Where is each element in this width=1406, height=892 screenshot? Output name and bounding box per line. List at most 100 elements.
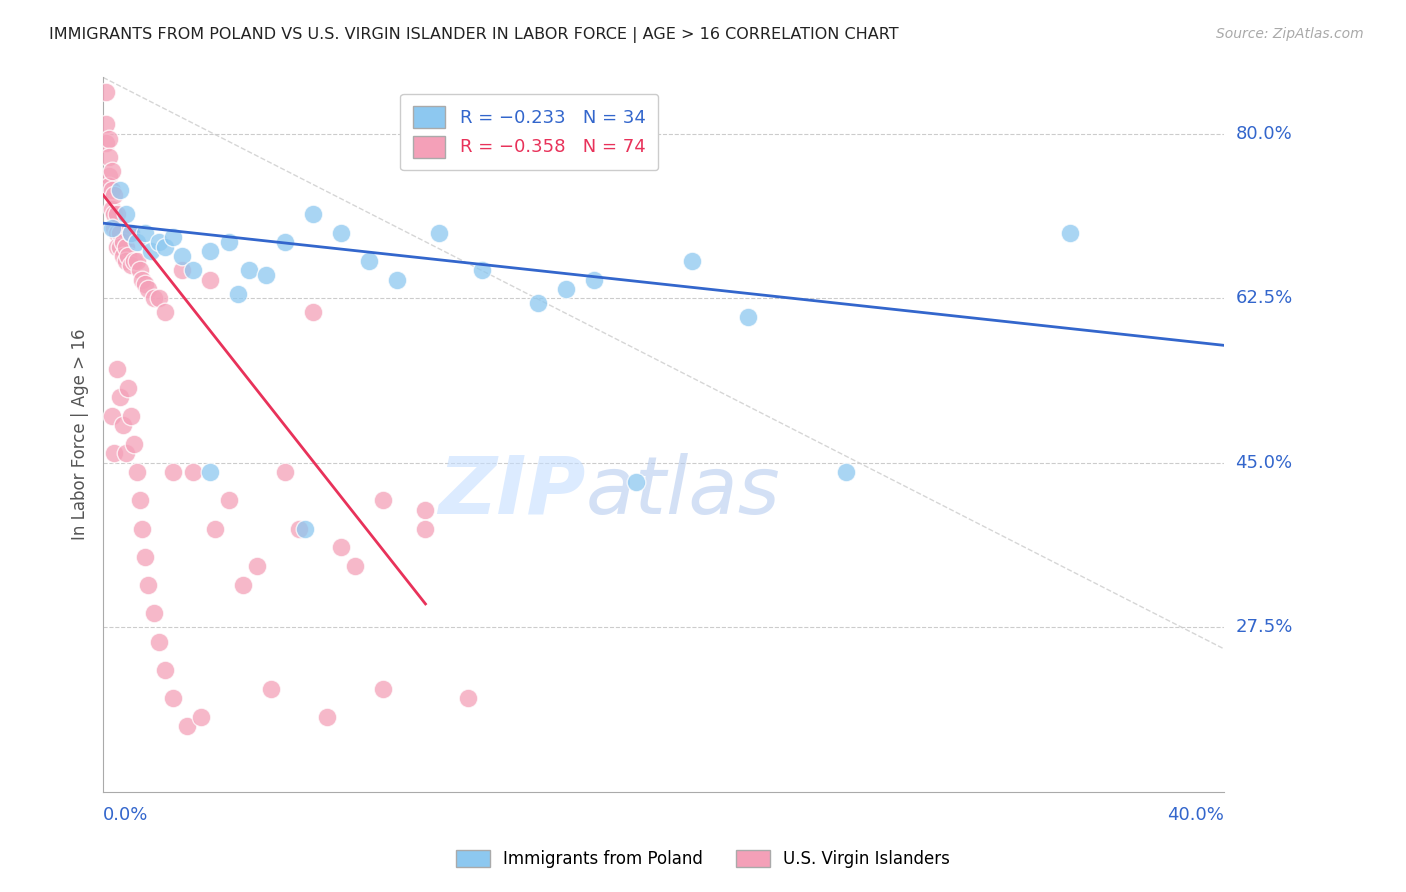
Point xyxy=(316,709,339,723)
Point xyxy=(108,226,131,240)
Point xyxy=(198,465,221,479)
Point xyxy=(457,690,479,705)
Point xyxy=(148,235,170,249)
Point xyxy=(302,305,325,319)
Point xyxy=(122,253,145,268)
Point xyxy=(170,249,193,263)
Point xyxy=(330,226,353,240)
Point xyxy=(108,240,131,254)
Text: 0.0%: 0.0% xyxy=(103,806,149,824)
Point xyxy=(94,118,117,132)
Point xyxy=(114,446,136,460)
Point xyxy=(108,183,131,197)
Point xyxy=(198,244,221,259)
Text: 27.5%: 27.5% xyxy=(1236,618,1294,636)
Point xyxy=(190,709,212,723)
Point xyxy=(117,381,139,395)
Point xyxy=(330,541,353,555)
Point xyxy=(624,475,647,489)
Point xyxy=(120,409,142,423)
Point xyxy=(344,559,367,574)
Text: atlas: atlas xyxy=(585,453,780,531)
Point xyxy=(274,235,297,249)
Point xyxy=(105,240,128,254)
Point xyxy=(387,272,409,286)
Point xyxy=(108,390,131,404)
Text: ZIP: ZIP xyxy=(437,453,585,531)
Legend: Immigrants from Poland, U.S. Virgin Islanders: Immigrants from Poland, U.S. Virgin Isla… xyxy=(450,843,956,875)
Point xyxy=(246,559,269,574)
Point xyxy=(181,263,204,277)
Point xyxy=(117,249,139,263)
Point xyxy=(359,253,381,268)
Point xyxy=(105,226,128,240)
Point xyxy=(103,446,125,460)
Point xyxy=(142,607,165,621)
Point xyxy=(238,263,260,277)
Point xyxy=(134,226,156,240)
Point xyxy=(226,286,249,301)
Point xyxy=(120,259,142,273)
Point xyxy=(134,549,156,564)
Point xyxy=(429,226,451,240)
Point xyxy=(153,663,176,677)
Point xyxy=(125,465,148,479)
Point xyxy=(111,249,134,263)
Point xyxy=(294,522,316,536)
Point xyxy=(218,235,240,249)
Point xyxy=(97,178,120,193)
Point xyxy=(128,263,150,277)
Point xyxy=(470,263,492,277)
Point xyxy=(526,296,548,310)
Point xyxy=(373,493,395,508)
Point xyxy=(105,362,128,376)
Point xyxy=(131,272,153,286)
Point xyxy=(94,136,117,151)
Point xyxy=(136,282,159,296)
Point xyxy=(97,150,120,164)
Point xyxy=(162,230,184,244)
Point xyxy=(105,207,128,221)
Text: 45.0%: 45.0% xyxy=(1236,454,1292,472)
Point xyxy=(120,226,142,240)
Y-axis label: In Labor Force | Age > 16: In Labor Force | Age > 16 xyxy=(72,329,89,541)
Point xyxy=(162,690,184,705)
Text: IMMIGRANTS FROM POLAND VS U.S. VIRGIN ISLANDER IN LABOR FORCE | AGE > 16 CORRELA: IMMIGRANTS FROM POLAND VS U.S. VIRGIN IS… xyxy=(49,27,898,43)
Point xyxy=(114,240,136,254)
Text: 62.5%: 62.5% xyxy=(1236,289,1292,308)
Point xyxy=(198,272,221,286)
Point xyxy=(737,310,759,325)
Point xyxy=(142,291,165,305)
Point xyxy=(232,578,254,592)
Point xyxy=(103,188,125,202)
Point xyxy=(139,244,162,259)
Point xyxy=(100,220,122,235)
Point xyxy=(681,253,703,268)
Point xyxy=(162,465,184,479)
Point xyxy=(94,85,117,99)
Text: 80.0%: 80.0% xyxy=(1236,125,1292,143)
Point xyxy=(111,235,134,249)
Point xyxy=(100,202,122,216)
Point xyxy=(373,681,395,696)
Point xyxy=(582,272,605,286)
Point xyxy=(114,207,136,221)
Point xyxy=(415,522,437,536)
Point xyxy=(120,226,142,240)
Point xyxy=(170,263,193,277)
Point xyxy=(103,220,125,235)
Point xyxy=(204,522,226,536)
Point xyxy=(128,493,150,508)
Point xyxy=(415,503,437,517)
Point xyxy=(111,418,134,433)
Text: 40.0%: 40.0% xyxy=(1167,806,1225,824)
Point xyxy=(125,253,148,268)
Point xyxy=(835,465,858,479)
Point xyxy=(100,164,122,178)
Point xyxy=(148,291,170,305)
Point xyxy=(97,169,120,183)
Point xyxy=(254,268,277,282)
Point xyxy=(218,493,240,508)
Point xyxy=(153,305,176,319)
Point xyxy=(131,522,153,536)
